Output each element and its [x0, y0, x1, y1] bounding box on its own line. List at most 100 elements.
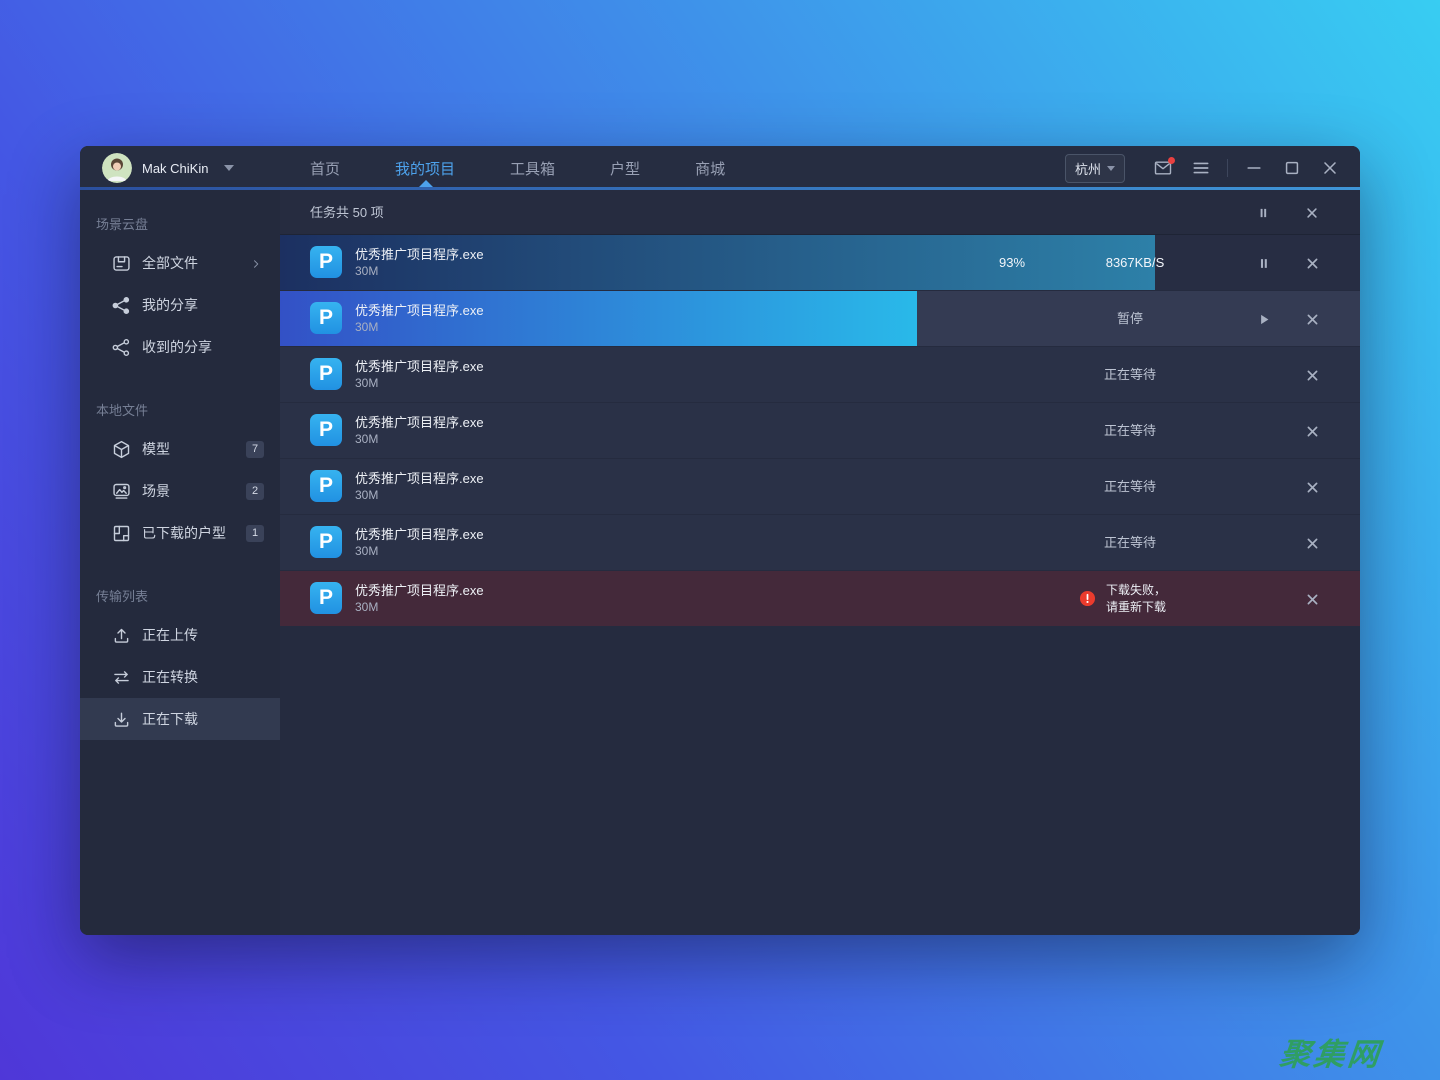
- tab-mall[interactable]: 商城: [695, 160, 726, 178]
- close-button[interactable]: [1294, 245, 1330, 281]
- topbar: Mak ChiKin 首页 我的项目 工具箱 户型 商城 杭州: [80, 146, 1360, 190]
- topbar-right: 杭州: [1064, 146, 1342, 190]
- file-name: 优秀推广项目程序.exe: [355, 415, 484, 430]
- task-row-error: P 优秀推广项目程序.exe 30M 下载失败， 请重新下载: [280, 571, 1360, 626]
- chevron-down-icon: [1107, 165, 1115, 171]
- notification-dot: [1168, 157, 1175, 164]
- upload-icon: [111, 625, 132, 646]
- sidebar-item-scenes[interactable]: 场景 2: [80, 470, 280, 512]
- status-text: 正在等待: [1103, 423, 1156, 438]
- menu-icon[interactable]: [1189, 156, 1213, 180]
- floorplan-icon: [111, 523, 132, 544]
- file-name: 优秀推广项目程序.exe: [355, 527, 484, 542]
- section-title-cloud: 场景云盘: [96, 217, 149, 232]
- error-status: 下载失败， 请重新下载: [1078, 571, 1166, 626]
- active-tab-indicator: [419, 180, 433, 187]
- file-name: 优秀推广项目程序.exe: [355, 303, 484, 318]
- status-text: 正在等待: [1103, 367, 1156, 382]
- task-row-waiting: P 优秀推广项目程序.exe 30M 正在等待: [280, 347, 1360, 402]
- task-list-header: 任务共 50 项: [280, 190, 1360, 235]
- error-icon: [1079, 590, 1096, 607]
- file-size: 30M: [355, 320, 379, 334]
- sidebar-item-downloading[interactable]: 正在下载: [80, 698, 280, 740]
- section-title-transfers: 传输列表: [96, 589, 149, 604]
- mail-icon[interactable]: [1151, 156, 1175, 180]
- file-size: 30M: [355, 600, 379, 614]
- user-name: Mak ChiKin: [142, 160, 209, 176]
- tab-floorplan[interactable]: 户型: [610, 160, 641, 178]
- chevron-right-icon: [250, 257, 262, 269]
- city-selector[interactable]: 杭州: [1064, 153, 1125, 183]
- tab-my-projects[interactable]: 我的项目: [395, 160, 456, 178]
- status-text: 正在等待: [1103, 535, 1156, 550]
- task-list-panel: 任务共 50 项 P 优秀推广项目程序.exe 30M 93% 8367KB/S…: [280, 190, 1360, 935]
- close-button[interactable]: [1294, 357, 1330, 393]
- sidebar-item-models[interactable]: 模型 7: [80, 428, 280, 470]
- tab-home[interactable]: 首页: [310, 160, 341, 178]
- status-text: 正在等待: [1103, 479, 1156, 494]
- file-type-icon: P: [310, 358, 342, 390]
- chevron-down-icon: [224, 165, 235, 171]
- error-line-1: 下载失败，: [1106, 582, 1167, 597]
- sidebar-item-downloaded-floorplans[interactable]: 已下载的户型 1: [80, 512, 280, 554]
- minimize-button[interactable]: [1242, 156, 1266, 180]
- pause-all-button[interactable]: [1245, 195, 1281, 231]
- sidebar-item-my-shares[interactable]: 我的分享: [80, 284, 280, 326]
- city-label: 杭州: [1074, 161, 1101, 177]
- sidebar-item-converting[interactable]: 正在转换: [80, 656, 280, 698]
- maximize-button[interactable]: [1280, 156, 1304, 180]
- share-received-icon: [111, 337, 132, 358]
- status-text: 暂停: [1116, 311, 1143, 326]
- close-button[interactable]: [1294, 469, 1330, 505]
- convert-icon: [111, 667, 132, 688]
- file-type-icon: P: [310, 582, 342, 614]
- close-button[interactable]: [1294, 581, 1330, 617]
- close-button[interactable]: [1294, 301, 1330, 337]
- divider: [1227, 159, 1228, 177]
- count-badge: 7: [246, 440, 264, 458]
- progress-bar: [280, 235, 1155, 290]
- share-icon: [111, 295, 132, 316]
- user-menu[interactable]: Mak ChiKin: [102, 146, 235, 190]
- file-name: 优秀推广项目程序.exe: [355, 471, 484, 486]
- file-size: 30M: [355, 432, 379, 446]
- tab-toolbox[interactable]: 工具箱: [510, 160, 556, 178]
- nav-tabs: 首页 我的项目 工具箱 户型 商城: [310, 146, 725, 190]
- close-button[interactable]: [1294, 525, 1330, 561]
- download-icon: [111, 709, 132, 730]
- drive-icon: [111, 253, 132, 274]
- close-window-button[interactable]: [1318, 156, 1342, 180]
- file-name: 优秀推广项目程序.exe: [355, 247, 484, 262]
- watermark: 聚集网: [1277, 1037, 1384, 1072]
- file-type-icon: P: [310, 526, 342, 558]
- sidebar-item-uploading[interactable]: 正在上传: [80, 614, 280, 656]
- sidebar-item-received-shares[interactable]: 收到的分享: [80, 326, 280, 368]
- task-row-waiting: P 优秀推广项目程序.exe 30M 正在等待: [280, 515, 1360, 570]
- download-speed: 8367KB/S: [1105, 255, 1165, 270]
- pause-button[interactable]: [1245, 245, 1281, 281]
- count-badge: 2: [246, 482, 264, 500]
- task-row-waiting: P 优秀推广项目程序.exe 30M 正在等待: [280, 459, 1360, 514]
- progress-bar: [280, 291, 918, 346]
- task-row-paused: P 优秀推广项目程序.exe 30M 暂停: [280, 291, 1360, 346]
- file-name: 优秀推广项目程序.exe: [355, 359, 484, 374]
- section-title-local: 本地文件: [96, 403, 149, 418]
- count-badge: 1: [246, 524, 264, 542]
- file-type-icon: P: [310, 302, 342, 334]
- close-button[interactable]: [1294, 413, 1330, 449]
- avatar: [102, 153, 132, 183]
- task-count: 任务共 50 项: [310, 205, 384, 220]
- file-type-icon: P: [310, 470, 342, 502]
- resume-button[interactable]: [1245, 301, 1281, 337]
- file-size: 30M: [355, 488, 379, 502]
- cube-icon: [111, 439, 132, 460]
- file-size: 30M: [355, 264, 379, 278]
- clear-all-button[interactable]: [1294, 195, 1330, 231]
- file-size: 30M: [355, 544, 379, 558]
- progress-percent: 93%: [998, 255, 1026, 270]
- sidebar: 场景云盘 全部文件 我的分享 收到的分享 本地文件 模型 7 场景 2 已下载的…: [80, 190, 280, 935]
- app-window: Mak ChiKin 首页 我的项目 工具箱 户型 商城 杭州: [80, 146, 1360, 935]
- sidebar-item-all-files[interactable]: 全部文件: [80, 242, 280, 284]
- file-size: 30M: [355, 376, 379, 390]
- error-line-2: 请重新下载: [1106, 599, 1167, 614]
